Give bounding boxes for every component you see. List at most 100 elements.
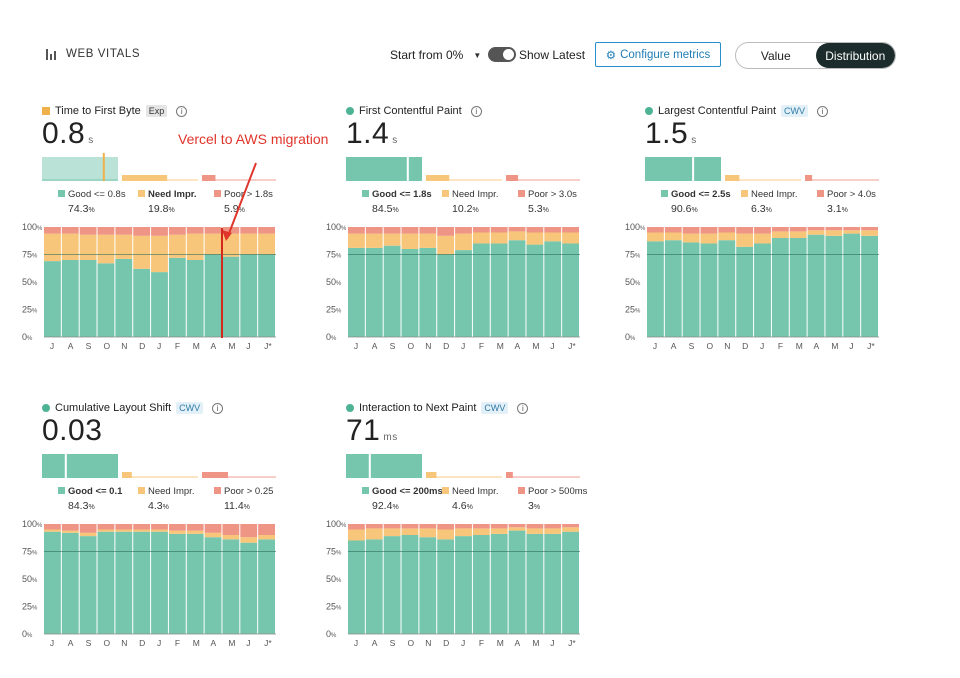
x-tick-label: D — [443, 638, 449, 646]
metric-title-row: Cumulative Layout Shift CWV i — [42, 401, 224, 415]
bar-need — [222, 233, 240, 257]
bar-chart-icon — [46, 48, 58, 60]
y-tick-suffix: % — [336, 606, 342, 612]
info-icon[interactable]: i — [817, 105, 829, 117]
y-tick-label: 100% — [326, 222, 347, 232]
status-dot-icon — [645, 107, 653, 115]
dist-need-fill — [122, 472, 132, 478]
info-icon[interactable]: i — [470, 105, 482, 117]
show-latest-toggle[interactable] — [488, 47, 516, 62]
bar-need — [526, 528, 544, 534]
legend-need-pct: 4.6% — [452, 500, 498, 512]
bar-good — [437, 539, 455, 634]
bar-poor — [508, 227, 526, 232]
x-tick-label: S — [86, 341, 92, 349]
pct-suffix: % — [542, 207, 549, 214]
bar-need — [151, 529, 168, 532]
bar-poor — [754, 227, 771, 234]
bar-good — [789, 238, 807, 337]
bar-good — [419, 247, 437, 337]
y-tick-suffix: % — [341, 226, 347, 232]
y-tick-label: 75% — [326, 250, 342, 260]
bar-good — [401, 535, 419, 634]
bar-poor — [472, 524, 490, 529]
legend-good: Good <= 200ms 92.4% — [362, 486, 443, 512]
x-tick-label: J — [246, 638, 250, 646]
y-tick-suffix: % — [635, 309, 641, 315]
bar-good — [97, 263, 115, 337]
bar-good — [526, 244, 544, 337]
bar-good — [472, 243, 490, 337]
bar-need — [97, 529, 115, 532]
x-tick-label: F — [175, 638, 180, 646]
y-tick-label: 0% — [326, 629, 337, 639]
legend-poor-value: 11.4 — [224, 500, 244, 512]
distribution-tab[interactable]: Distribution — [815, 43, 895, 68]
y-tick-label: 100% — [326, 519, 347, 529]
bar-need — [115, 234, 133, 259]
start-from-dropdown[interactable]: Start from 0% ▼ — [390, 48, 481, 62]
metric-tag: CWV — [781, 105, 809, 117]
x-tick-label: J — [550, 341, 554, 349]
pct-suffix: % — [392, 504, 399, 511]
configure-metrics-button[interactable]: ⚙ Configure metrics — [595, 42, 721, 67]
x-tick-label: J* — [568, 341, 576, 349]
x-tick-label: O — [407, 638, 414, 646]
legend-poor-value: 5.3 — [528, 203, 543, 215]
bar-good — [348, 247, 365, 337]
status-square-icon — [42, 107, 50, 115]
pct-suffix: % — [238, 207, 245, 214]
bar-need — [61, 530, 79, 533]
y-tick-suffix: % — [336, 551, 342, 557]
y-tick-suffix: % — [635, 281, 641, 287]
info-icon[interactable]: i — [176, 105, 188, 117]
x-tick-label: J — [354, 341, 358, 349]
bar-good — [186, 533, 204, 634]
y-tick-label: 75% — [625, 250, 641, 260]
bar-poor — [526, 524, 544, 529]
bar-need — [133, 529, 151, 532]
bar-poor — [186, 524, 204, 531]
bar-poor — [168, 524, 186, 531]
x-tick-label: F — [778, 341, 783, 349]
bar-poor — [401, 524, 419, 529]
x-tick-label: J* — [568, 638, 576, 646]
y-tick-label: 50% — [326, 574, 342, 584]
dist-poor-fill — [506, 472, 513, 478]
bar-poor — [240, 227, 258, 234]
legend-poor-pct: 3% — [528, 500, 587, 512]
bar-need — [825, 230, 843, 236]
bar-need — [437, 529, 455, 540]
bar-poor — [544, 227, 562, 233]
dist-poor-fill — [202, 472, 228, 478]
metric-tag: CWV — [176, 402, 204, 414]
legend-swatch — [817, 190, 824, 197]
pct-suffix: % — [466, 504, 473, 511]
x-tick-label: M — [497, 341, 504, 349]
legend-good-label: Good <= 0.1 — [68, 486, 123, 497]
bar-need — [419, 233, 437, 248]
bar-good — [562, 531, 579, 634]
legend-need-value: 19.8 — [148, 203, 169, 215]
metric-unit: s — [691, 135, 697, 146]
legend-need: Need Impr. 4.3% — [138, 486, 194, 512]
y-tick-suffix: % — [32, 551, 38, 557]
bar-good — [807, 234, 825, 337]
bar-need — [79, 532, 97, 537]
x-tick-label: A — [671, 341, 677, 349]
legend-need-pct: 4.3% — [148, 500, 194, 512]
bar-poor — [718, 227, 736, 233]
pct-suffix: % — [691, 207, 698, 214]
current-value-marker — [64, 450, 67, 478]
info-icon[interactable]: i — [212, 402, 224, 414]
legend-need-value: 10.2 — [452, 203, 473, 215]
value-tab[interactable]: Value — [760, 48, 791, 63]
bar-need — [718, 232, 736, 241]
y-tick-suffix: % — [331, 336, 337, 342]
metric-unit: s — [88, 135, 94, 146]
dist-good-fill — [346, 454, 422, 478]
bar-poor — [383, 227, 401, 234]
dist-baseline — [202, 476, 276, 478]
info-icon[interactable]: i — [517, 402, 529, 414]
bar-good — [151, 272, 168, 337]
